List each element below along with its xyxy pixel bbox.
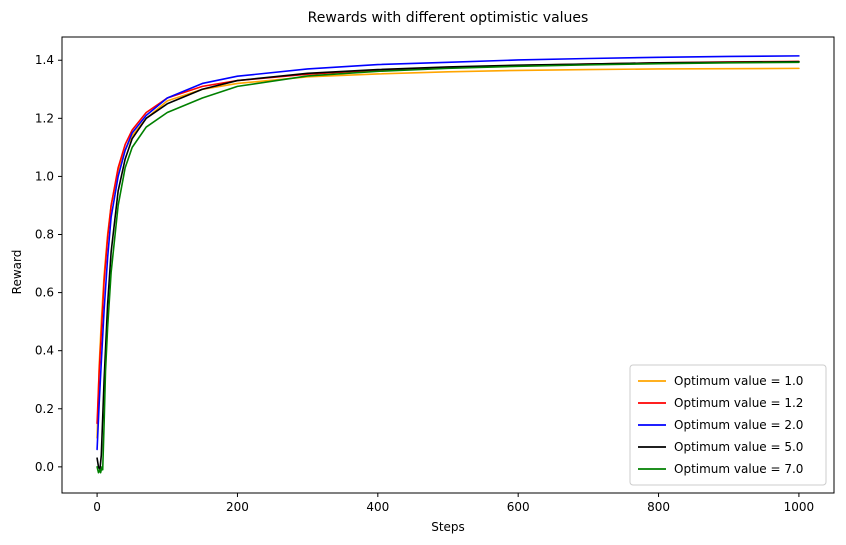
legend-label: Optimum value = 1.0: [674, 374, 803, 388]
legend: Optimum value = 1.0 Optimum value = 1.2 Op…: [629, 364, 827, 486]
y-tick-label: 1.4: [35, 53, 54, 67]
y-tick-label: 0.2: [35, 402, 54, 416]
y-tick-label: 0.4: [35, 344, 54, 358]
axes: 0 200 400 600 800 1000 0.0 0.2 0.4 0.6 0.8 1.0 1.2 1.…: [35, 36, 835, 514]
x-axis-label: Steps: [431, 520, 465, 534]
series-line-5: [96, 61, 800, 474]
x-tick-label: 600: [507, 500, 530, 514]
x-tick-label: 0: [93, 500, 101, 514]
x-tick-label: 200: [226, 500, 249, 514]
x-tick-label: 1000: [784, 500, 815, 514]
x-tick-label: 800: [647, 500, 670, 514]
y-tick-label: 1.0: [35, 169, 54, 183]
y-tick-label: 1.2: [35, 111, 54, 125]
legend-box: [629, 364, 827, 486]
legend-label: Optimum value = 7.0: [674, 462, 803, 476]
plot-lines: [96, 55, 800, 474]
series-line-3: [96, 55, 800, 451]
x-tick-label: 400: [366, 500, 389, 514]
series-line-4: [96, 60, 800, 471]
y-tick-label: 0.0: [35, 460, 54, 474]
chart-title: Rewards with different optimistic values: [308, 10, 589, 26]
y-tick-label: 0.6: [35, 286, 54, 300]
y-tick-label: 0.8: [35, 228, 54, 242]
plot-frame: [61, 36, 835, 494]
legend-label: Optimum value = 2.0: [674, 418, 803, 432]
legend-label: Optimum value = 1.2: [674, 396, 803, 410]
y-axis-label: Reward: [10, 250, 24, 295]
legend-label: Optimum value = 5.0: [674, 440, 803, 454]
